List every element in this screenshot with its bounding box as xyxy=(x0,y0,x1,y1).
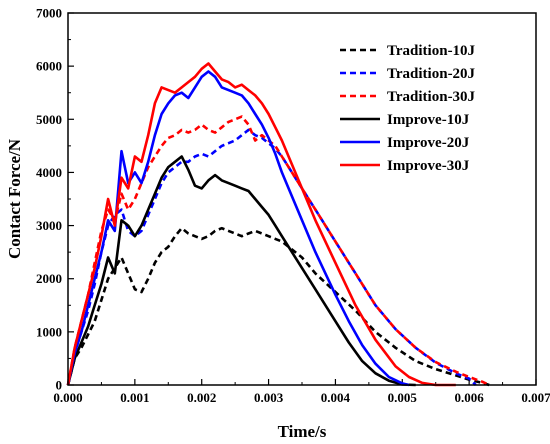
x-tick-label: 0.005 xyxy=(388,390,418,405)
legend-label-tradition-10j: Tradition-10J xyxy=(387,43,476,59)
y-tick-label: 6000 xyxy=(36,59,62,74)
series-line-improve-20j xyxy=(66,70,410,387)
series-line-improve-30j xyxy=(66,62,456,387)
legend-label-improve-10j: Improve-10J xyxy=(387,112,470,128)
y-tick-label: 7000 xyxy=(36,6,62,21)
y-tick-label: 5000 xyxy=(36,112,62,127)
x-tick-label: 0.004 xyxy=(321,390,351,405)
x-tick-label: 0.001 xyxy=(120,390,149,405)
y-axis-title: Contact Force/N xyxy=(5,138,24,259)
x-axis-title: Time/s xyxy=(278,422,327,441)
y-tick-label: 4000 xyxy=(36,165,62,180)
x-tick-label: 0.007 xyxy=(521,390,550,405)
plot-frame xyxy=(67,12,537,386)
y-tick-label: 2000 xyxy=(36,271,62,286)
x-tick-label: 0.006 xyxy=(455,390,485,405)
series-line-tradition-30j xyxy=(66,115,490,387)
series-layer xyxy=(66,62,490,387)
x-tick-label: 0.002 xyxy=(187,390,216,405)
series-line-improve-10j xyxy=(66,155,416,387)
series-line-tradition-10j xyxy=(66,226,490,387)
frame-layer xyxy=(67,12,537,386)
legend: Tradition-10J Tradition-20J Tradition-30J I… xyxy=(340,43,476,174)
y-tick-label: 0 xyxy=(56,378,63,393)
x-tick-label: 0.000 xyxy=(53,390,82,405)
legend-label-tradition-20j: Tradition-20J xyxy=(387,66,476,82)
x-tick-label: 0.003 xyxy=(254,390,284,405)
legend-label-tradition-30j: Tradition-30J xyxy=(387,89,476,105)
axes-layer: 0.000 0.001 0.002 0.003 0.004 0.005 0.006 0.007… xyxy=(36,6,550,406)
y-tick-label: 3000 xyxy=(36,218,62,233)
legend-label-improve-20j: Improve-20J xyxy=(387,135,470,151)
y-tick-label: 1000 xyxy=(36,324,62,339)
legend-label-improve-30j: Improve-30J xyxy=(387,158,470,174)
series-line-tradition-20j xyxy=(66,128,477,386)
